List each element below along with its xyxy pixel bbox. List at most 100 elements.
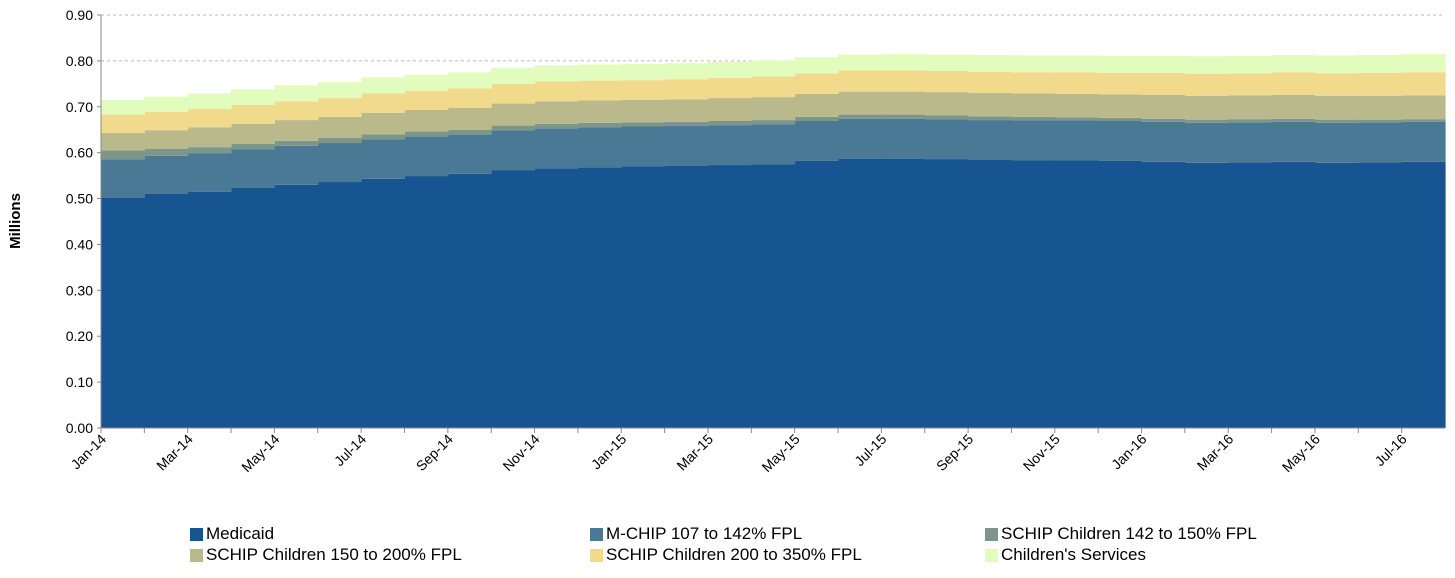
area-step (1098, 117, 1143, 122)
area-step (707, 125, 752, 166)
legend-swatch (190, 549, 203, 562)
area-step (1228, 95, 1273, 120)
area-step (361, 77, 406, 94)
area-step (361, 134, 406, 140)
area-step (1054, 120, 1099, 161)
area-step (924, 159, 969, 428)
area-step (1401, 161, 1446, 428)
area-step (794, 160, 839, 428)
area-step (838, 118, 882, 159)
x-tick-label: Sep-14 (413, 431, 456, 474)
area-step (231, 123, 276, 144)
area-step (101, 132, 145, 151)
area-step (881, 118, 926, 159)
x-tick-label: Mar-16 (1194, 431, 1237, 474)
area-step (577, 167, 622, 428)
area-step (1098, 121, 1143, 161)
area-step (968, 120, 1013, 161)
area-step (751, 124, 796, 165)
x-tick-label: Jan-15 (588, 431, 630, 473)
area-step (1358, 122, 1403, 163)
area-step (838, 54, 882, 71)
area-step (1141, 118, 1186, 122)
area-step (1054, 160, 1099, 428)
area-step (187, 93, 232, 110)
area-step (101, 99, 145, 115)
area-step (1401, 121, 1446, 162)
area-step (491, 67, 536, 84)
area-step (491, 103, 536, 126)
legend-swatch (190, 528, 203, 541)
area-step (274, 184, 319, 428)
area-step (751, 120, 796, 125)
area-step (447, 72, 492, 89)
area-step (1314, 55, 1359, 74)
area-step (101, 159, 145, 198)
y-tick-label: 0.20 (66, 328, 93, 344)
legend-swatch (590, 549, 603, 562)
area-step (881, 114, 926, 119)
area-step (577, 100, 622, 123)
area-step (621, 166, 666, 428)
area-step (101, 150, 145, 160)
area-step (1098, 72, 1143, 95)
area-step (231, 89, 276, 105)
y-tick-label: 0.10 (66, 374, 93, 390)
area-step (1401, 54, 1446, 73)
area-step (838, 114, 882, 119)
area-step (404, 136, 449, 177)
area-step (274, 120, 319, 141)
area-step (1141, 161, 1186, 428)
area-step (1098, 94, 1143, 118)
area-step (1184, 95, 1229, 120)
area-step (187, 109, 232, 128)
legend-swatch (590, 528, 603, 541)
x-tick-label: May-15 (758, 431, 802, 475)
area-step (1098, 55, 1143, 73)
area-step (1271, 118, 1316, 122)
area-step (794, 57, 839, 74)
area-step (924, 92, 969, 116)
area-step (794, 116, 839, 122)
area-step (144, 130, 189, 149)
area-step (664, 126, 709, 166)
area-step (361, 139, 406, 179)
area-step (534, 65, 579, 82)
area-step (881, 70, 926, 92)
x-tick-label: Nov-15 (1020, 431, 1063, 474)
area-step (1184, 162, 1229, 429)
area-step (144, 111, 189, 131)
area-step (707, 165, 752, 428)
area-step (664, 121, 709, 127)
area-step (968, 160, 1013, 428)
area-step (317, 143, 362, 183)
area-step (447, 129, 492, 135)
area-step (317, 116, 362, 138)
x-tick-label: Jul-15 (851, 431, 889, 469)
legend-swatch (985, 549, 998, 562)
legend-label: SCHIP Children 142 to 150% FPL (1001, 524, 1257, 543)
y-tick-label: 0.70 (66, 99, 93, 115)
area-step (144, 148, 189, 156)
area-step (1358, 162, 1403, 428)
area-step (924, 70, 969, 93)
area-step (1228, 122, 1273, 163)
x-tick-label: Mar-15 (673, 431, 716, 474)
area-step (838, 70, 882, 92)
area-step (447, 88, 492, 108)
area-step (1271, 161, 1316, 428)
area-step (968, 93, 1013, 117)
area-step (577, 64, 622, 81)
area-step (577, 80, 622, 101)
area-step (534, 101, 579, 124)
area-step (491, 125, 536, 131)
legend-label: SCHIP Children 150 to 200% FPL (206, 545, 462, 564)
area-step (361, 178, 406, 428)
area-step (1358, 119, 1403, 123)
area-step (187, 191, 232, 428)
x-tick-label: Jul-16 (1371, 431, 1409, 469)
area-step (404, 109, 449, 132)
area-step (621, 126, 666, 167)
area-step (664, 63, 709, 80)
